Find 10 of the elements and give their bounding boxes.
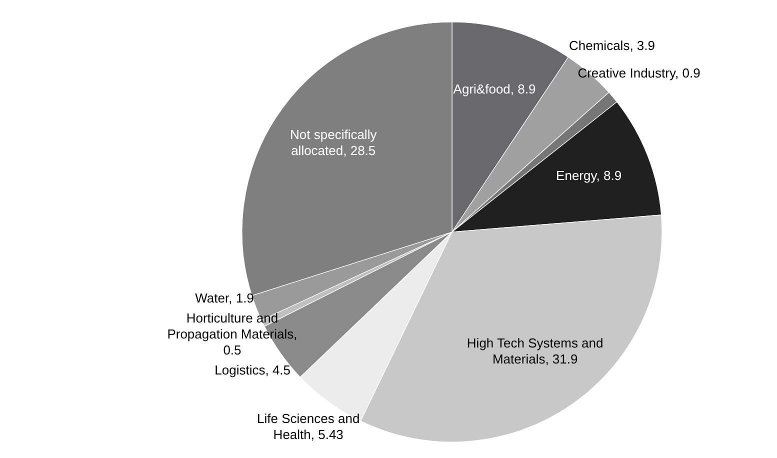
- slice-label: Chemicals, 3.9: [569, 38, 655, 53]
- slice-label: Agri&food, 8.9: [453, 81, 536, 96]
- slice-label: Logistics, 4.5: [214, 362, 291, 378]
- slice-label: Creative Industry, 0.9: [578, 65, 700, 80]
- slice-label: Life Sciences and Health, 5.43: [257, 411, 360, 442]
- slice-label: Energy, 8.9: [556, 168, 622, 184]
- slice-label: Not specifically allocated, 28.5: [290, 127, 378, 158]
- slice-label: Water, 1.9: [195, 290, 254, 306]
- slice-label: Horticulture and Propagation Materials, 0.5: [167, 310, 298, 358]
- slice-label: High Tech Systems and Materials, 31.9: [466, 335, 604, 366]
